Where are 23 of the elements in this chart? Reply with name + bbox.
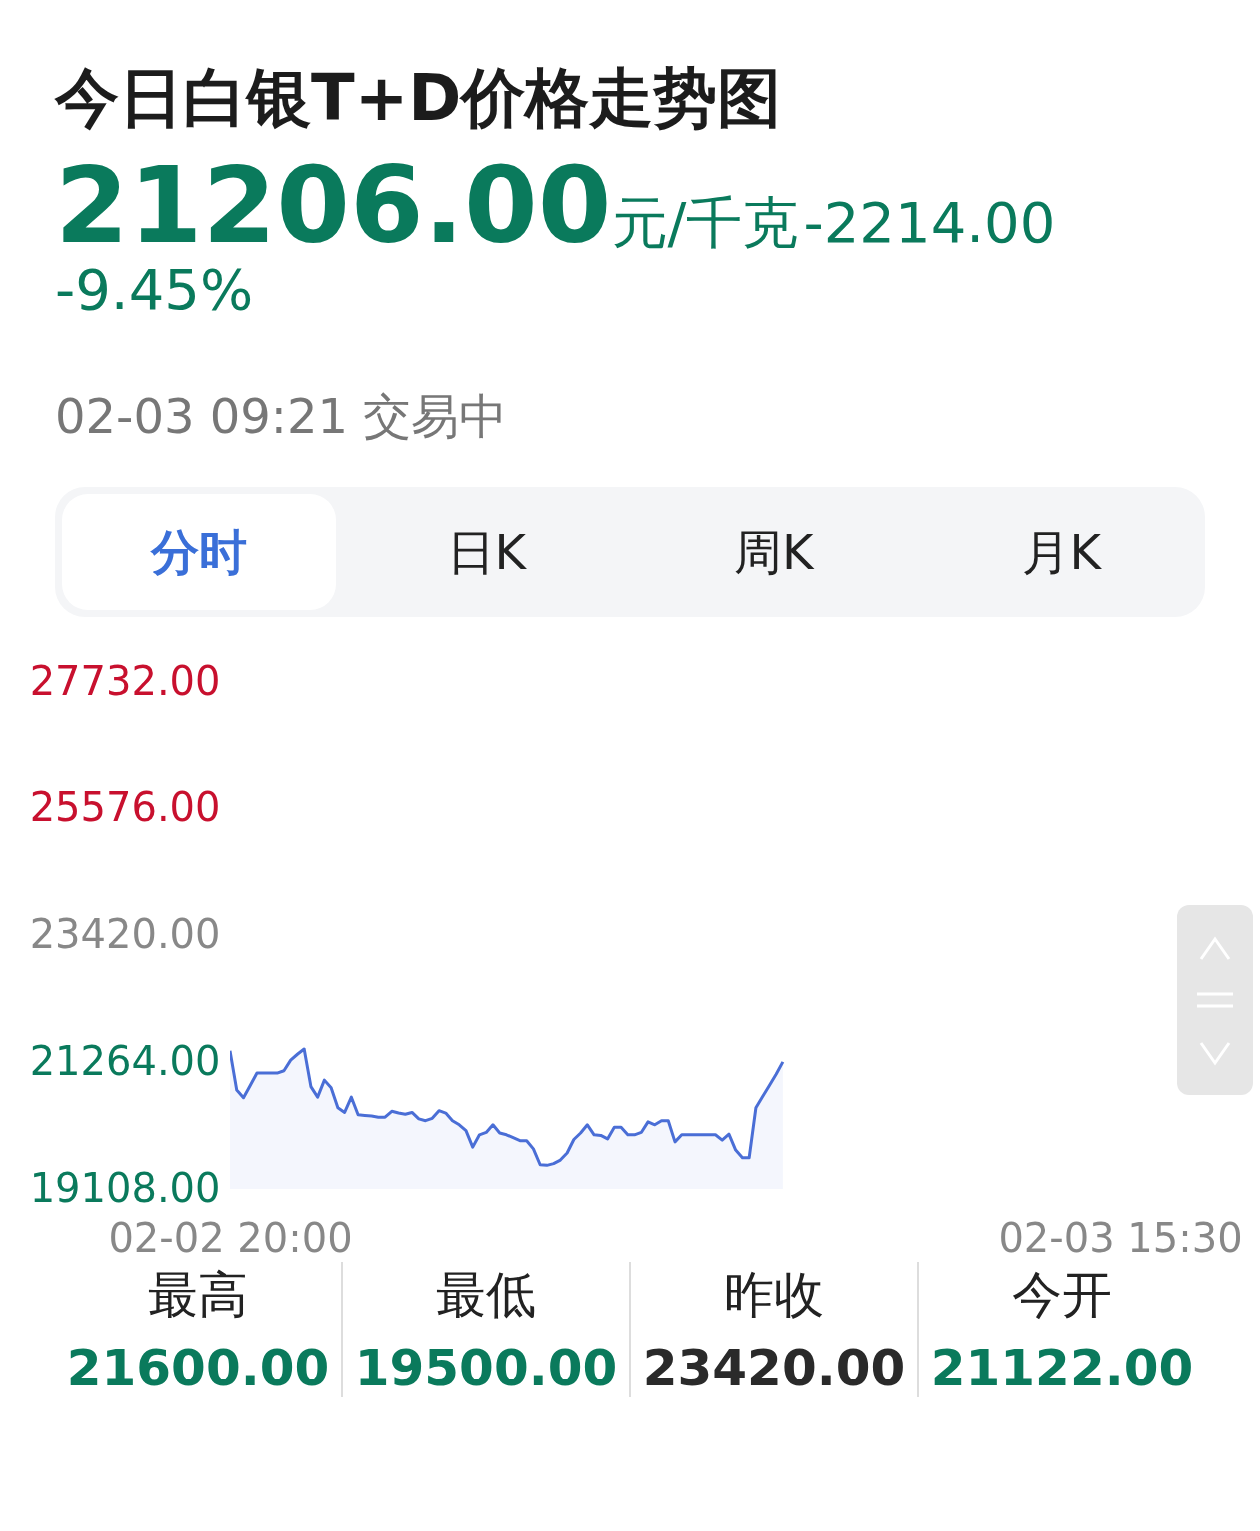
text: 周K <box>733 523 815 582</box>
text: 日K <box>445 523 528 582</box>
y-tick-label: 21264.00 <box>29 1037 221 1084</box>
y-tick-label: 27732.00 <box>29 657 221 704</box>
text: 最高 <box>147 1265 249 1326</box>
text: 19500.00 <box>353 1339 619 1397</box>
text: 昨收 <box>723 1265 825 1326</box>
x-tick-label: 02-02 20:00 <box>108 1214 353 1261</box>
y-tick-label: 25576.00 <box>29 784 221 831</box>
text: -2214.00 <box>803 190 1056 255</box>
x-tick-label: 02-03 15:30 <box>998 1214 1243 1261</box>
y-tick-label: 23420.00 <box>29 911 221 957</box>
y-tick-label: 19108.00 <box>29 1164 221 1211</box>
text: 元/千克 <box>611 190 799 255</box>
text: 21600.00 <box>65 1339 331 1397</box>
text: 21122.00 <box>929 1339 1195 1397</box>
text: 最低 <box>435 1265 537 1326</box>
text: 02-03 09:21 交易中 <box>55 387 508 446</box>
text: 分时 <box>62 494 336 610</box>
text: 今开 <box>1011 1265 1113 1326</box>
chart-title: 今日白银T+D价格走势图 <box>55 60 782 137</box>
text: 月K <box>1020 523 1103 582</box>
text: 23420.00 <box>641 1339 907 1397</box>
